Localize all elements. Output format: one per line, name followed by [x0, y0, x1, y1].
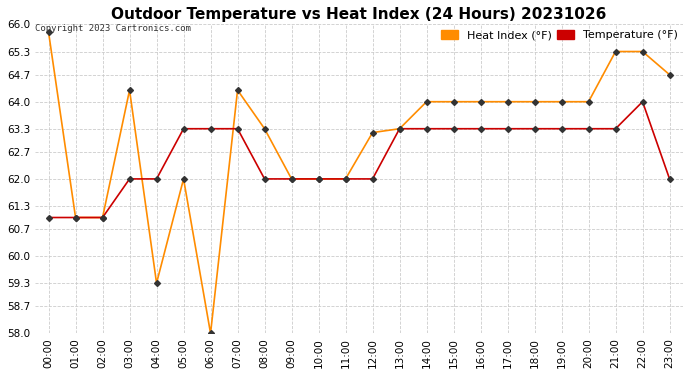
Legend: Heat Index (°F), Temperature (°F): Heat Index (°F), Temperature (°F) [441, 30, 678, 40]
Title: Outdoor Temperature vs Heat Index (24 Hours) 20231026: Outdoor Temperature vs Heat Index (24 Ho… [111, 7, 607, 22]
Text: Copyright 2023 Cartronics.com: Copyright 2023 Cartronics.com [35, 24, 191, 33]
